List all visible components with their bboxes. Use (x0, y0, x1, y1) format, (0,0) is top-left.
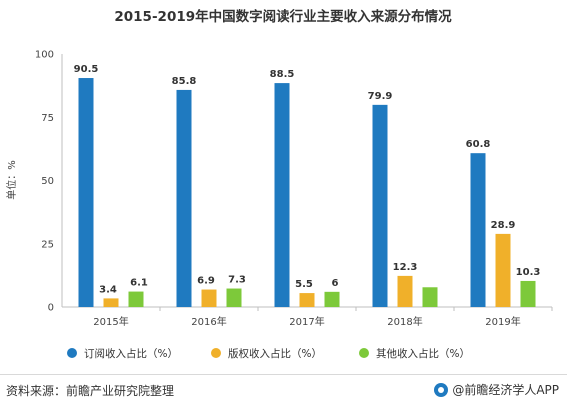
legend-label: 其他收入占比（%） (376, 347, 470, 360)
data-label: 6.9 (197, 276, 215, 287)
y-tick-label: 100 (35, 50, 54, 61)
data-label: 79.9 (368, 91, 393, 102)
bar (176, 89, 192, 308)
y-tick-label: 50 (41, 176, 54, 187)
y-tick-label: 75 (41, 113, 54, 124)
data-label: 90.5 (74, 64, 99, 75)
legend-label: 版权收入占比（%） (228, 347, 322, 360)
bar (201, 289, 217, 307)
footer: 资料来源：前瞻产业研究院整理 @前瞻经济学人APP (0, 374, 567, 408)
bar (226, 288, 242, 307)
qianzhan-logo-icon (434, 382, 449, 397)
legend-label: 订阅收入占比（%） (84, 347, 178, 360)
chart-title: 2015-2019年中国数字阅读行业主要收入来源分布情况 (114, 8, 452, 25)
x-tick-label: 2015年 (93, 315, 128, 328)
legend-marker (211, 348, 221, 358)
bar (324, 291, 340, 307)
data-label: 10.3 (516, 267, 541, 278)
data-label: 60.8 (466, 139, 491, 150)
x-axis: 2015年 2016年 2017年 2018年 2019年 (62, 306, 553, 328)
brand-text: @前瞻经济学人APP (452, 383, 559, 397)
chart: 2015-2019年中国数字阅读行业主要收入来源分布情况 0255075100 … (5, 8, 553, 360)
legend-marker (359, 348, 369, 358)
data-label: 6 (332, 278, 339, 289)
y-tick-label: 25 (41, 239, 54, 250)
bars (78, 78, 536, 308)
x-tick-label: 2016年 (191, 315, 226, 328)
y-axis: 0 25 50 75 100 (35, 50, 63, 314)
bar (128, 291, 144, 307)
data-label: 12.3 (393, 262, 418, 273)
data-label: 88.5 (270, 69, 295, 80)
y-tick-label: 0 (48, 303, 54, 314)
bar (470, 153, 486, 307)
source-text: 资料来源：前瞻产业研究院整理 (6, 384, 175, 398)
y-axis-label: 单位：% (5, 160, 18, 200)
bar (372, 104, 388, 307)
data-labels: 90.5 3.4 6.1 85.8 6.9 7.3 88.5 5.5 6 79.9 12.3 60.8… (74, 64, 541, 295)
bar (422, 287, 438, 307)
x-tick-label: 2018年 (387, 315, 422, 328)
bar (274, 83, 290, 307)
bar (495, 233, 511, 307)
bar (397, 275, 413, 307)
bar (78, 78, 94, 307)
x-tick-label: 2017年 (289, 315, 324, 328)
data-label: 85.8 (172, 76, 197, 87)
legend-marker (67, 348, 77, 358)
data-label: 6.1 (130, 278, 148, 289)
bar (299, 293, 315, 307)
data-label: 7.3 (228, 275, 246, 286)
brand: @前瞻经济学人APP (434, 381, 559, 398)
data-label: 3.4 (99, 284, 117, 295)
data-label: 28.9 (491, 220, 516, 231)
x-tick-label: 2019年 (485, 315, 520, 328)
legend: 订阅收入占比（%） 版权收入占比（%） 其他收入占比（%） (67, 347, 470, 360)
bar (103, 298, 119, 307)
bar (520, 280, 536, 307)
data-label: 5.5 (295, 279, 313, 290)
